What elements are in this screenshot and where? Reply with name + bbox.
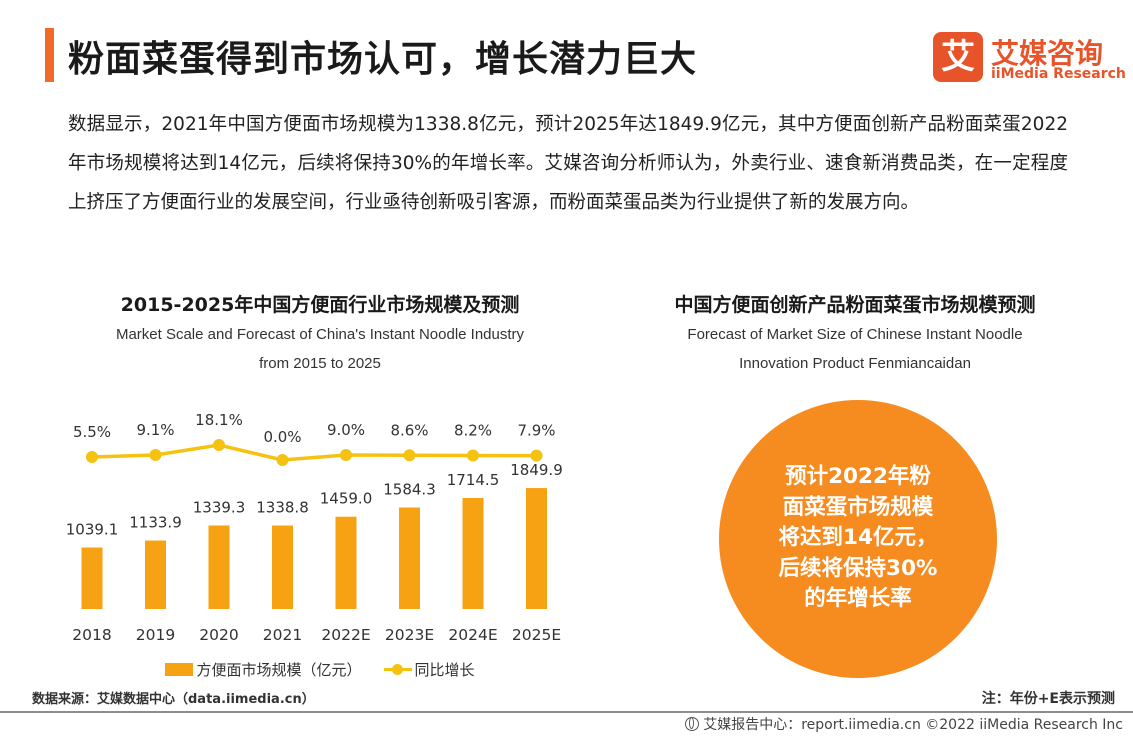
- growth-point-2023E: [403, 449, 416, 462]
- logo-mark-icon: 艾: [933, 32, 983, 82]
- growth-value-label: 0.0%: [263, 428, 301, 446]
- bar-value-label: 1459.0: [320, 490, 373, 508]
- x-tick-label: 2019: [136, 626, 175, 644]
- growth-value-label: 5.5%: [73, 423, 111, 441]
- bar-2025E: [526, 488, 547, 609]
- growth-point-2022E: [340, 449, 352, 462]
- page-title: 粉面菜蛋得到市场认可，增长潜力巨大: [68, 39, 698, 80]
- bar-2018: [81, 547, 103, 609]
- growth-value-label: 8.2%: [454, 421, 492, 439]
- chart-title: 2015-2025年中国方便面行业市场规模及预测: [120, 294, 520, 316]
- chart-legend: 方便面市场规模（亿元） 同比增长: [40, 659, 600, 680]
- fenmiancaidan-panel: 中国方便面创新产品粉面菜蛋市场规模预测 Forecast of Market S…: [610, 282, 1100, 702]
- bar-2020: [208, 525, 230, 609]
- x-tick-label: 2021: [263, 626, 302, 644]
- x-tick-label: 2024E: [448, 626, 497, 644]
- logo-text-en: iiMedia Research: [991, 66, 1126, 82]
- iimedia-logo: 艾 艾媒咨询 iiMedia Research: [933, 32, 1126, 84]
- title-accent-bar: [45, 28, 54, 82]
- legend-line-swatch: [383, 664, 412, 675]
- chart-subtitle-2: from 2015 to 2025: [259, 355, 381, 372]
- growth-point-2020: [213, 439, 225, 452]
- circle-line: 后续将保持30%: [778, 555, 938, 581]
- circle-line: 面菜蛋市场规模: [782, 494, 934, 520]
- globe-icon: [685, 717, 700, 731]
- growth-point-2021: [276, 454, 289, 466]
- bar-2023E: [399, 507, 420, 609]
- panel2-subtitle-2: Innovation Product Fenmiancaidan: [739, 355, 971, 372]
- circle-line: 预计2022年粉: [785, 464, 931, 489]
- growth-point-2024E: [467, 449, 479, 462]
- circle-line: 将达到14亿元，: [778, 525, 938, 550]
- bar-value-label: 1584.3: [383, 481, 436, 499]
- bar-value-label: 1039.1: [66, 520, 119, 538]
- x-tick-label: 2022E: [321, 626, 370, 644]
- bar-2021: [272, 525, 293, 609]
- chart-subtitle-1: Market Scale and Forecast of China's Ins…: [115, 326, 525, 343]
- growth-point-2019: [149, 448, 162, 461]
- chart-plot: 1039.1 1133.9 1339.3 1338.8 1459.0 1584.3 1714…: [66, 411, 563, 644]
- growth-value-label: 7.9%: [517, 422, 555, 440]
- footer-text[interactable]: 艾媒报告中心：report.iimedia.cn ©2022 iiMedia R…: [703, 717, 1123, 733]
- circle-line: 的年增长率: [804, 586, 912, 611]
- growth-value-label: 8.6%: [390, 421, 428, 439]
- forecast-note: 注：年份+E表示预测: [981, 691, 1115, 707]
- legend-bar-label: 方便面市场规模（亿元）: [196, 661, 362, 679]
- footer-divider: [0, 711, 1133, 713]
- growth-line: [91, 443, 537, 462]
- data-source: 数据来源：艾媒数据中心（data.iimedia.cn）: [32, 692, 315, 707]
- x-tick-label: 2020: [199, 626, 238, 644]
- bar-2019: [145, 540, 166, 609]
- growth-point-2018: [86, 450, 98, 463]
- panel2-title: 中国方便面创新产品粉面菜蛋市场规模预测: [674, 294, 1036, 316]
- growth-value-label: 9.0%: [327, 421, 365, 439]
- bar-value-label: 1849.9: [510, 461, 563, 479]
- bar-value-label: 1133.9: [129, 514, 182, 532]
- legend-line-label: 同比增长: [414, 661, 475, 679]
- intro-paragraph: 数据显示，2021年中国方便面市场规模为1338.8亿元，预计2025年达184…: [68, 114, 1068, 213]
- bar-value-label: 1338.8: [256, 499, 309, 517]
- forecast-circle: [719, 400, 997, 678]
- bar-value-label: 1339.3: [193, 498, 246, 516]
- x-tick-label: 2018: [72, 626, 111, 644]
- bar-2024E: [462, 497, 484, 609]
- forecast-circle-text: 预计2022年粉 面菜蛋市场规模 将达到14亿元， 后续将保持30% 的年增长率: [744, 462, 972, 615]
- growth-value-label: 9.1%: [136, 421, 174, 439]
- bar-2022E: [335, 516, 357, 609]
- footer: 艾媒报告中心：report.iimedia.cn ©2022 iiMedia R…: [685, 714, 1123, 734]
- market-scale-chart: 2015-2025年中国方便面行业市场规模及预测 Market Scale an…: [40, 282, 600, 682]
- x-tick-label: 2023E: [385, 626, 434, 644]
- logo-text-cn: 艾媒咨询: [991, 37, 1104, 70]
- legend-bar-swatch: [165, 663, 194, 676]
- panel2-subtitle-1: Forecast of Market Size of Chinese Insta…: [687, 326, 1023, 343]
- bar-value-label: 1714.5: [447, 471, 500, 489]
- growth-value-label: 18.1%: [195, 411, 243, 429]
- growth-point-2025E: [530, 449, 543, 462]
- x-tick-label: 2025E: [512, 626, 561, 644]
